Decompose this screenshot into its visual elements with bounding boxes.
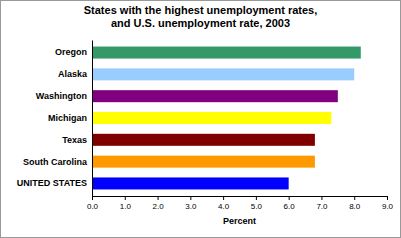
y-tick-label: Texas [62, 135, 87, 145]
x-tick-label: 1.0 [120, 202, 132, 211]
y-tick: Oregon [55, 47, 92, 57]
x-tick-mark [223, 196, 224, 200]
y-tick: Alaska [58, 69, 92, 79]
x-tick-mark [125, 196, 126, 200]
y-tick-label: Oregon [55, 47, 87, 57]
y-tick: Texas [62, 135, 92, 145]
x-tick-mark [190, 196, 191, 200]
y-tick-label: Washington [36, 91, 87, 101]
y-tick: South Carolina [23, 157, 92, 167]
bar [92, 90, 338, 102]
x-tick: 7.0 [316, 196, 328, 211]
bar [92, 68, 354, 80]
x-tick: 8.0 [349, 196, 361, 211]
y-axis-line [92, 41, 93, 197]
bar [92, 134, 315, 146]
x-tick-label: 4.0 [218, 202, 230, 211]
x-tick: 5.0 [251, 196, 263, 211]
y-tick: Michigan [48, 113, 92, 123]
bar [92, 156, 315, 168]
y-tick-label: Michigan [48, 113, 87, 123]
x-tick: 2.0 [152, 196, 164, 211]
x-tick-label: 6.0 [284, 202, 296, 211]
x-tick: 6.0 [284, 196, 296, 211]
bar [92, 47, 361, 59]
x-tick-mark [158, 196, 159, 200]
y-tick-label: South Carolina [23, 157, 88, 167]
y-tick-label: Alaska [58, 69, 88, 79]
x-tick-mark [321, 196, 322, 200]
y-tick: Washington [36, 91, 92, 101]
plot: 0.0 1.0 2.0 3.0 4.0 5.0 6.0 7.0 8.0 9.0 Oregon Alas… [17, 41, 394, 211]
x-tick: 1.0 [120, 196, 132, 211]
y-tick: UNITED STATES [17, 178, 92, 188]
x-tick-mark [354, 196, 355, 200]
x-tick: 4.0 [218, 196, 230, 211]
x-tick-mark [387, 196, 388, 200]
title: States with the highest unemployment rat… [84, 4, 318, 16]
x-tick-mark [92, 196, 93, 200]
bar [92, 112, 331, 124]
bar [92, 177, 289, 189]
x-axis: 0.0 1.0 2.0 3.0 4.0 5.0 6.0 7.0 8.0 9.0 [87, 196, 394, 211]
background [1, 1, 401, 238]
x-axis-line [93, 197, 388, 201]
x-tick: 3.0 [185, 196, 197, 211]
y-axis: Oregon Alaska Washington Michigan Texas South… [17, 41, 93, 197]
y-tick-label: UNITED STATES [17, 178, 87, 188]
x-tick-label: 8.0 [349, 202, 361, 211]
title: and U.S. unemployment rate, 2003 [111, 17, 290, 29]
x-axis-title: Percent [223, 216, 256, 226]
x-tick-label: 7.0 [316, 202, 328, 211]
x-tick-mark [289, 196, 290, 200]
x-tick-label: 0.0 [87, 202, 99, 211]
x-tick-label: 9.0 [382, 202, 394, 211]
bars [92, 47, 361, 190]
x-tick-label: 2.0 [152, 202, 164, 211]
x-tick-label: 3.0 [185, 202, 197, 211]
x-tick-label: 5.0 [251, 202, 263, 211]
chart: States with the highest unemployment rat… [0, 0, 401, 238]
x-tick: 9.0 [382, 196, 394, 211]
x-tick-mark [256, 196, 257, 200]
x-tick: 0.0 [87, 196, 99, 211]
